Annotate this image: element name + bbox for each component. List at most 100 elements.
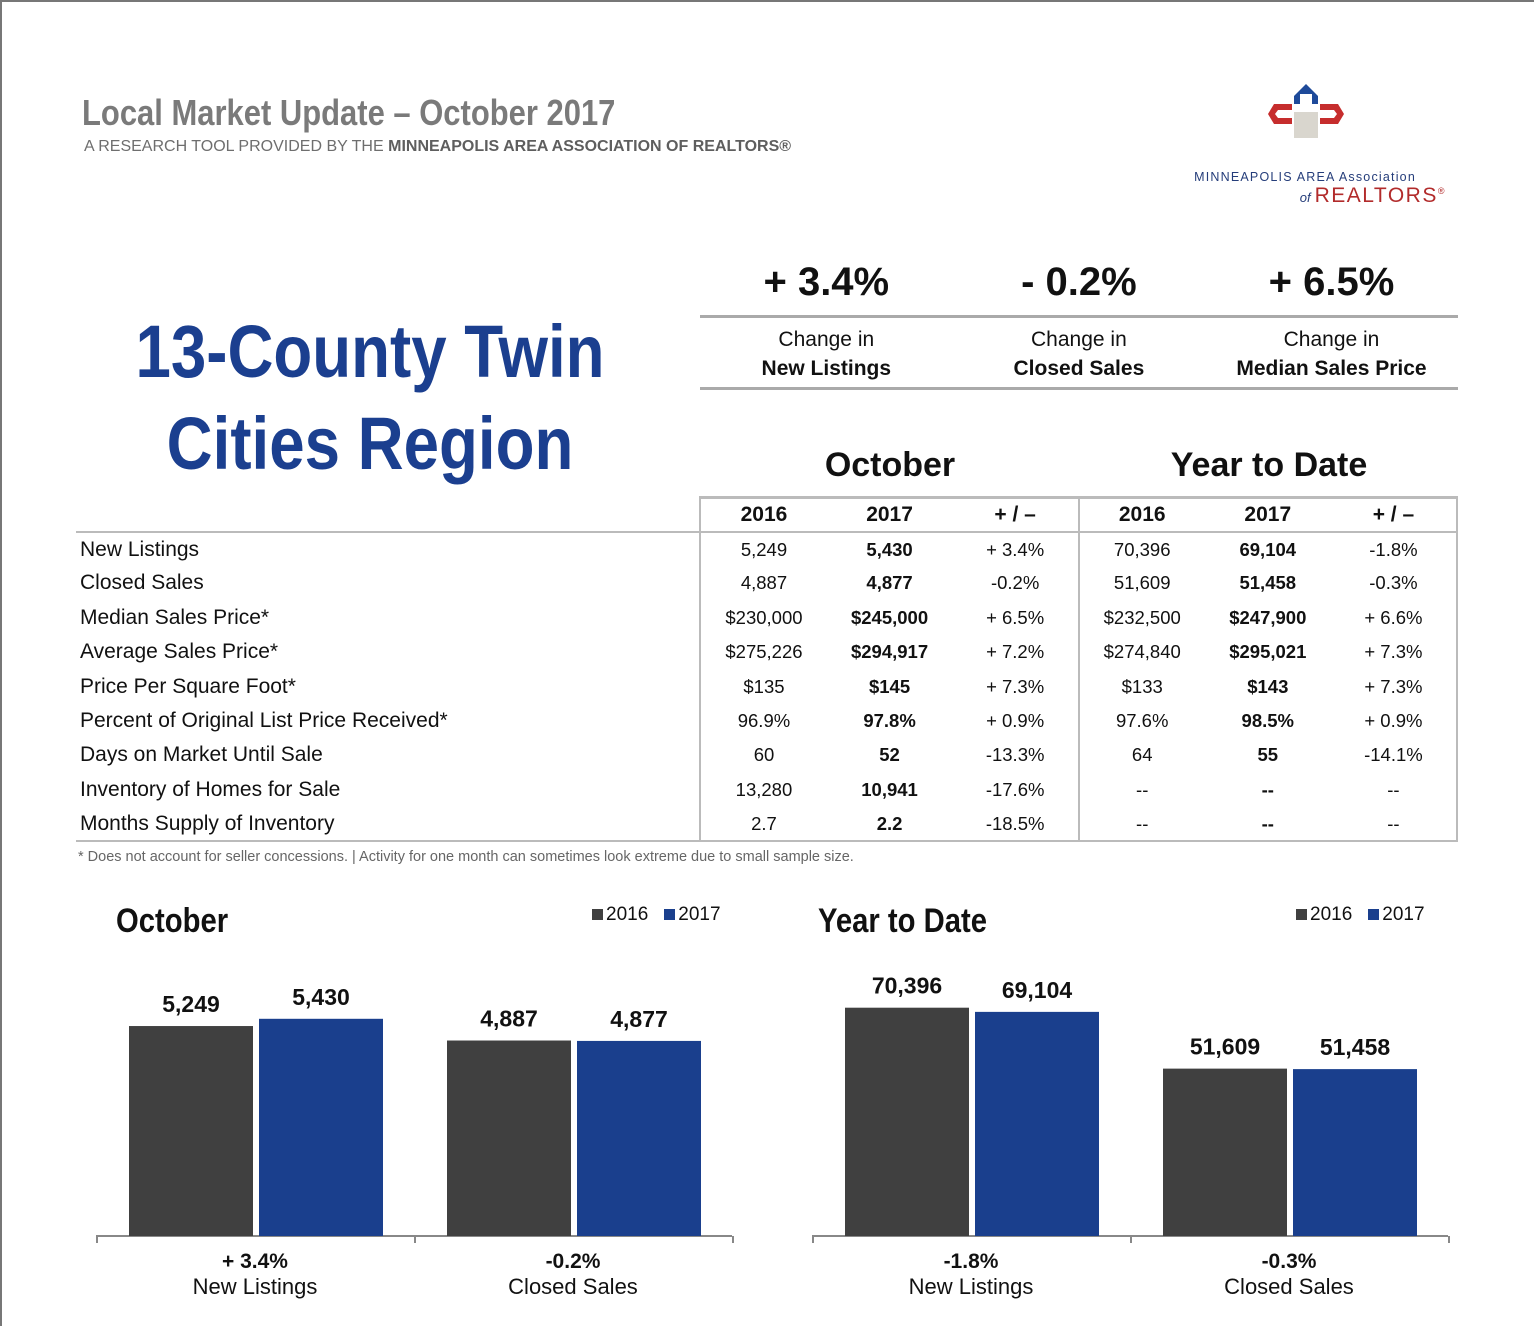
subtitle-prefix: A RESEARCH TOOL PROVIDED BY THE (84, 138, 384, 155)
table-cell-mchg: -0.2% (990, 572, 1040, 594)
ytd-bar-chart: 70,396 69,104 -1.8%New Listings 51,609 51,45… (812, 973, 1450, 1299)
bar-value-label: 69,104 (1002, 977, 1073, 1003)
metric-name: Average Sales Price* (80, 640, 279, 664)
metric-name: Months Supply of Inventory (76, 807, 701, 843)
table-cell-ychg: -1.8% (1330, 531, 1459, 567)
table-cell-y17: 69,104 (1239, 538, 1297, 560)
kpi-label-metric: New Listings (761, 357, 892, 380)
table-cell-y16: -- (1077, 772, 1205, 808)
metric-name: Price Per Square Foot* (80, 674, 296, 698)
table-cell-ychg: -14.1% (1330, 738, 1459, 773)
legend-swatch (1368, 909, 1380, 920)
category-label: Closed Sales (508, 1274, 638, 1299)
col-header: 2016 (699, 495, 827, 533)
legend-item-2016: 2016 (592, 904, 648, 925)
bar-2016-0 (845, 1007, 969, 1236)
table-cell-y16: $274,840 (1077, 635, 1205, 670)
metric-name: Percent of Original List Price Received* (80, 709, 448, 733)
legend-item-2017: 2017 (1368, 904, 1425, 925)
table-cell-m17: 2.2 (826, 807, 953, 843)
legend-item-2017: 2017 (664, 904, 721, 925)
kpi-summary: + 3.4% - 0.2% + 6.5% Change in New Listin… (700, 250, 1458, 390)
table-cell-m16: 4,887 (699, 566, 827, 601)
table-cell-m16: 2.7 (699, 807, 827, 843)
table-cell-m17: $294,917 (850, 641, 929, 663)
table-cell-ychg: -- (1330, 772, 1459, 808)
table-group-month: October (824, 446, 956, 484)
kpi-label-metric: Closed Sales (1013, 357, 1145, 380)
legend-item-2016: 2016 (1296, 904, 1352, 925)
col-header: 2017 (826, 495, 953, 533)
subtitle-org: MINNEAPOLIS AREA ASSOCIATION OF REALTORS… (388, 138, 792, 155)
kpi-closed-sales-value: - 0.2% (1021, 260, 1137, 304)
bar-value-label: 70,396 (872, 973, 942, 999)
table-cell-m16: 60 (699, 738, 827, 773)
logo-text-line2: of REALTORS® (1299, 184, 1446, 207)
metric-name: Days on Market Until Sale (80, 743, 323, 767)
region-title-line1: 13-County Twin (135, 310, 605, 393)
table-cell-m16: 5,249 (699, 531, 827, 567)
legend-swatch (592, 909, 603, 920)
table-cell-y16: 70,396 (1077, 531, 1205, 567)
table-cell-m16: $230,000 (699, 600, 827, 636)
bar-value-label: 51,458 (1320, 1034, 1391, 1060)
table-cell-mchg: + 6.5% (986, 606, 1045, 628)
october-bar-chart: 5,249 5,430 + 3.4%New Listings 4,887 4,877 -0… (96, 984, 734, 1299)
bar-2016-1 (1163, 1068, 1287, 1236)
table-cell-m16: $135 (699, 669, 827, 704)
bar-value-label: 4,877 (610, 1006, 668, 1032)
category-change-label: + 3.4% (222, 1250, 288, 1273)
table-cell-y17: 98.5% (1241, 710, 1295, 732)
table-cell-y16: 64 (1077, 738, 1205, 773)
category-label: Closed Sales (1224, 1274, 1354, 1299)
report-title: Local Market Update – October 2017 (82, 92, 616, 133)
table-cell-y17: $143 (1247, 675, 1289, 697)
category-change-label: -0.3% (1262, 1250, 1317, 1273)
table-cell-mchg: -18.5% (952, 807, 1079, 843)
table-cell-mchg: + 3.4% (986, 538, 1045, 560)
table-cell-y17: 51,458 (1239, 572, 1297, 594)
bar-2016-1 (447, 1040, 571, 1236)
bar-value-label: 5,430 (292, 984, 350, 1010)
table-cell-m16: $275,226 (699, 635, 827, 670)
report-subtitle: A RESEARCH TOOL PROVIDED BY THE MINNEAPO… (84, 138, 791, 156)
table-cell-mchg: + 7.3% (986, 675, 1045, 697)
region-title: 13-County Twin Cities Region (112, 306, 628, 490)
bar-value-label: 5,249 (162, 991, 220, 1017)
table-row: Average Sales Price* $275,226 $294,917 + 7.… (76, 635, 1459, 670)
kpi-new-listings-value: + 3.4% (763, 260, 890, 304)
table-row: Closed Sales 4,887 4,877 -0.2% 51,609 51,458 -… (76, 566, 1459, 601)
metric-name: Median Sales Price* (80, 605, 270, 629)
kpi-label: Change in (1031, 328, 1127, 351)
table-row: Days on Market Until Sale 60 52 -13.3% 64 55 -… (76, 738, 1459, 773)
chart-legend-ytd: 2016 2017 (1296, 904, 1425, 926)
kpi-label-metric: Median Sales Price (1236, 357, 1427, 380)
bar-2017-0 (259, 1018, 383, 1236)
market-stats-table: 2016 2017 + / – 2016 2017 + / – New List… (76, 495, 1459, 843)
table-cell-y16: $133 (1077, 669, 1205, 704)
table-cell-y16: 51,609 (1077, 566, 1205, 601)
col-header: 2016 (1077, 495, 1205, 533)
table-cell-ychg: + 7.3% (1330, 635, 1459, 670)
table-row: Percent of Original List Price Received*… (76, 703, 1459, 739)
table-header-row: 2016 2017 + / – 2016 2017 + / – (76, 495, 1459, 533)
table-cell-ychg: -- (1330, 807, 1459, 843)
table-cell-ychg: + 7.3% (1330, 669, 1459, 704)
table-cell-mchg: + 0.9% (986, 710, 1045, 732)
logo-text-line1: MINNEAPOLIS AREA Association (1194, 170, 1416, 184)
table-cell-m17: 10,941 (861, 778, 918, 800)
table-cell-y17: -- (1261, 778, 1274, 800)
chart-title-october: October (116, 902, 229, 940)
table-cell-y16: -- (1077, 807, 1205, 843)
kpi-median-price-value: + 6.5% (1268, 260, 1395, 304)
table-row: Price Per Square Foot* $135 $145 + 7.3% $133… (76, 669, 1459, 704)
table-cell-y17: $247,900 (1229, 606, 1307, 628)
table-cell-ychg: + 6.6% (1330, 600, 1459, 636)
table-cell-mchg: -13.3% (985, 744, 1045, 766)
table-row: Median Sales Price* $230,000 $245,000 + 6.5… (76, 600, 1459, 636)
table-cell-m16: 96.9% (699, 703, 827, 739)
chart-legend-october: 2016 2017 (592, 904, 721, 926)
realtors-logo: MINNEAPOLIS AREA Association of REALTORS® (1160, 80, 1460, 210)
kpi-label: Change in (1283, 328, 1380, 351)
